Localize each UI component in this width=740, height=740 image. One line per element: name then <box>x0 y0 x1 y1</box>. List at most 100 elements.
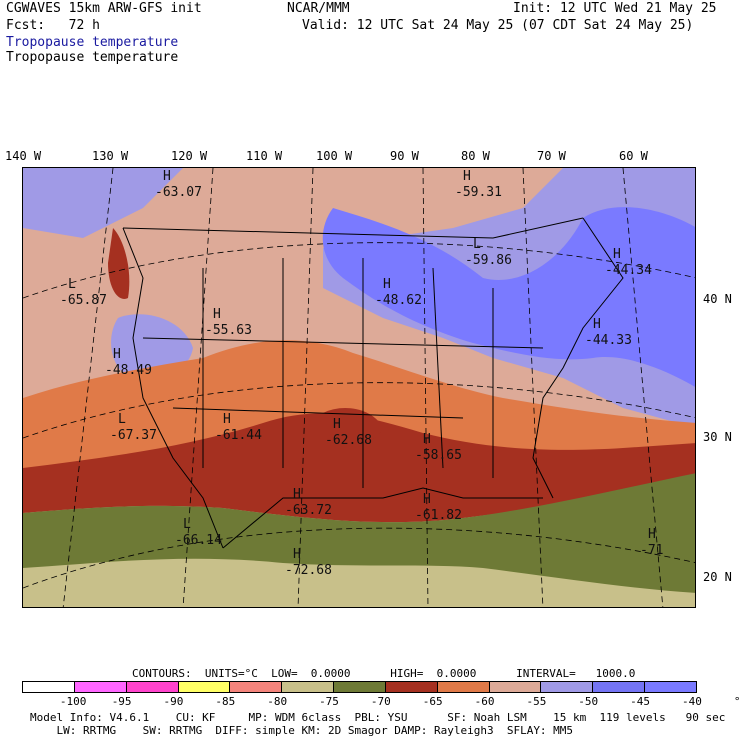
field-band-blue-ne <box>322 207 695 387</box>
high-low-labels: H-63.07H-59.31L-59.86 H-44.34L-65.87H-48.… <box>60 169 663 578</box>
east-coastline <box>532 217 624 499</box>
colorbar-tick-label: -55 <box>526 695 547 708</box>
field-band-darkred <box>23 413 695 523</box>
extremum-value: -66.14 <box>175 533 222 548</box>
graticule-parallel <box>23 527 695 589</box>
extremum-value: -61.82 <box>415 508 462 523</box>
lat-label: 40 N <box>703 292 732 306</box>
extremum-marker: H <box>113 347 121 362</box>
boundary-lines <box>122 217 624 549</box>
colorbar-tick-label: °C <box>733 695 740 708</box>
colorbar-swatch <box>125 681 179 693</box>
graticule <box>23 168 695 607</box>
colorbar-tick-label: -85 <box>215 695 236 708</box>
graticule-meridian <box>182 168 214 607</box>
lon-label: 80 W <box>461 149 490 163</box>
extremum-marker: H <box>293 547 301 562</box>
field-band-khaki <box>23 558 695 607</box>
extremum-value: -62.68 <box>325 433 372 448</box>
extremum-value: -44.34 <box>605 263 652 278</box>
graticule-parallel <box>23 242 695 299</box>
valid-time: Valid: 12 UTC Sat 24 May 25 (07 CDT Sat … <box>302 18 694 33</box>
graticule-meridian <box>622 168 664 607</box>
colorbar-tick-label: -65 <box>422 695 443 708</box>
extremum-marker: H <box>383 277 391 292</box>
state-line <box>142 337 544 349</box>
extremum-marker: L <box>183 517 191 532</box>
colorbar-tick-label: -45 <box>630 695 651 708</box>
extremum-value: -65.87 <box>60 293 107 308</box>
extremum-marker: H <box>423 492 431 507</box>
extremum-marker: L <box>68 277 76 292</box>
field-spot-darkred-central <box>323 408 383 445</box>
colorbar-swatch <box>644 681 697 693</box>
colorbar-swatch <box>73 681 127 693</box>
extremum-marker: H <box>593 317 601 332</box>
extremum-marker: H <box>613 247 621 262</box>
colorbar-tick-label: -60 <box>474 695 495 708</box>
colorbar-swatch <box>22 681 75 693</box>
field-title-2: Tropopause temperature <box>6 50 179 65</box>
west-coastline <box>122 227 224 549</box>
lat-label: 30 N <box>703 430 732 444</box>
colorbar-tick-label: -70 <box>370 695 391 708</box>
lon-label: 70 W <box>537 149 566 163</box>
colorbar-tick-label: -75 <box>319 695 339 708</box>
lon-label: 100 W <box>316 149 353 163</box>
model-title: CGWAVES 15km ARW-GFS init <box>6 1 202 16</box>
extremum-value: -67.37 <box>110 428 157 443</box>
colorbar-swatch <box>384 681 438 693</box>
map-canvas: H-63.07H-59.31L-59.86 H-44.34L-65.87H-48.… <box>23 168 695 607</box>
extremum-marker: H <box>223 412 231 427</box>
model-info-line1: Model Info: V4.6.1 CU: KF MP: WDM 6class… <box>30 711 726 724</box>
state-line <box>172 407 464 419</box>
colorbar-swatch <box>592 681 646 693</box>
org-label: NCAR/MMM <box>287 1 350 16</box>
colorbar-tick-label: -80 <box>267 695 288 708</box>
graticule-meridian <box>522 168 544 607</box>
field-title-1: Tropopause temperature <box>6 35 179 50</box>
colorbar-swatch <box>229 681 283 693</box>
colorbar-tick-label: -90 <box>163 695 184 708</box>
contours-info: CONTOURS: UNITS=°C LOW= 0.0000 HIGH= 0.0… <box>132 667 636 680</box>
lon-label: 110 W <box>246 149 283 163</box>
lon-label: 60 W <box>619 149 648 163</box>
extremum-value: -61.44 <box>215 428 262 443</box>
colorbar-tick-label: -100 <box>59 695 87 708</box>
graticule-meridian <box>62 168 114 607</box>
extremum-marker: H <box>423 432 431 447</box>
extremum-marker: H <box>648 527 656 542</box>
colorbar <box>22 681 697 693</box>
extremum-value: -71 <box>640 543 663 558</box>
forecast-hour: Fcst: 72 h <box>6 18 100 33</box>
model-info-line2: LW: RRTMG SW: RRTMG DIFF: simple KM: 2D … <box>30 724 574 737</box>
colorbar-tick-label: -40 <box>682 695 702 708</box>
colorbar-swatch <box>436 681 490 693</box>
extremum-value: -55.63 <box>205 323 252 338</box>
extremum-value: -58.65 <box>415 448 462 463</box>
gulf-coastline <box>222 487 543 549</box>
extremum-value: -72.68 <box>285 563 332 578</box>
extremum-marker: L <box>118 412 126 427</box>
graticule-meridian <box>422 168 429 607</box>
canada-border <box>122 217 584 239</box>
extremum-value: -63.72 <box>285 503 332 518</box>
extremum-marker: H <box>333 417 341 432</box>
extremum-value: -48.49 <box>105 363 152 378</box>
lon-label: 90 W <box>390 149 419 163</box>
colorbar-swatch <box>540 681 594 693</box>
lat-label: 20 N <box>703 570 732 584</box>
extremum-marker: H <box>293 487 301 502</box>
colorbar-swatch <box>281 681 335 693</box>
field-band-purple-nw <box>23 168 183 238</box>
graticule-parallel <box>23 382 695 439</box>
colorbar-swatch <box>333 681 386 693</box>
extremum-marker: H <box>163 169 171 184</box>
field-spot-darkred-nw <box>108 228 130 299</box>
extremum-marker: H <box>213 307 221 322</box>
colorbar-tick-label: -50 <box>578 695 599 708</box>
lon-label: 140 W <box>5 149 42 163</box>
extremum-value: -44.33 <box>585 333 632 348</box>
init-time: Init: 12 UTC Wed 21 May 25 <box>513 1 717 16</box>
extremum-value: -48.62 <box>375 293 422 308</box>
